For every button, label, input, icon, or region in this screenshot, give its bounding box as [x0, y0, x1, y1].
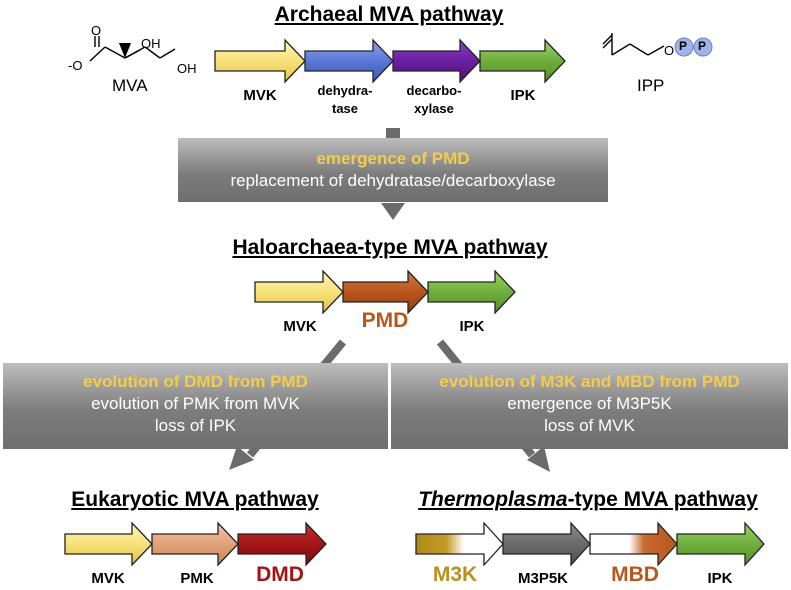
pmd-arrow — [342, 269, 429, 315]
thermo-title-italic: Thermoplasma — [418, 488, 568, 511]
box-left-line3: loss of IPK — [154, 416, 237, 435]
halo-gene-arrows — [254, 269, 516, 315]
ipk-arrow — [427, 269, 516, 315]
gene-label-decarboxylase-1: decarbo- — [406, 83, 462, 98]
euk-label-dmd: DMD — [256, 563, 304, 586]
mvk-arrow — [64, 521, 153, 567]
p2-label: P — [698, 39, 707, 53]
event-box-pmd: emergence of PMD replacement of dehydrat… — [178, 138, 608, 202]
o-ipp-label: O — [664, 43, 675, 58]
ipk-arrow — [479, 38, 566, 84]
euk-gene-arrows — [64, 521, 327, 567]
oh-label-1: OH — [141, 36, 161, 51]
gene-label-ipk: IPK — [510, 87, 536, 104]
halo-title: Haloarchaea-type MVA pathway — [232, 236, 548, 259]
gene-label-dehydratase-2: tase — [331, 101, 359, 116]
box1-line2: replacement of dehydratase/decarboxylase — [230, 171, 556, 190]
p1-label: P — [679, 39, 688, 53]
m3p5k-arrow — [502, 521, 591, 567]
mbd-arrow — [589, 521, 678, 567]
ipp-label: IPP — [637, 76, 665, 95]
thermo-label-m3k: M3K — [432, 563, 478, 586]
mva-structure — [89, 36, 176, 62]
dehydratase-arrow — [304, 38, 394, 84]
gene-label-dehydratase-1: dehydra- — [317, 83, 373, 98]
o-atom-label: O — [91, 23, 102, 38]
decarboxylase-arrow — [392, 38, 481, 84]
thermo-title-rest: -type MVA pathway — [567, 488, 758, 511]
pmk-arrow — [151, 521, 239, 567]
ipk-arrow — [676, 521, 765, 567]
phosphate-circles — [674, 37, 713, 57]
archaeal-gene-arrows — [214, 38, 566, 84]
thermo-label-ipk: IPK — [707, 570, 733, 587]
euk-label-pmk: PMK — [180, 570, 214, 587]
event-box-eukaryotic: evolution of DMD from PMD evolution of P… — [3, 363, 388, 449]
o-minus-label: -O — [68, 58, 83, 73]
halo-label-pmd: PMD — [361, 309, 409, 332]
thermo-label-m3p5k: M3P5K — [517, 570, 569, 587]
m3k-arrow — [415, 521, 504, 567]
box1-highlight: emergence of PMD — [316, 149, 470, 168]
oh-label-2: OH — [177, 61, 197, 76]
mva-label: MVA — [112, 76, 148, 95]
mvk-arrow — [254, 269, 344, 315]
halo-label-ipk: IPK — [459, 318, 485, 335]
ipp-structure — [602, 33, 665, 56]
box-right-highlight: evolution of M3K and MBD from PMD — [439, 372, 740, 391]
mvk-arrow — [214, 38, 306, 84]
euk-label-mvk: MVK — [91, 570, 125, 587]
archaeal-title: Archaeal MVA pathway — [274, 3, 504, 26]
box-left-line2: evolution of PMK from MVK — [91, 394, 300, 413]
thermo-gene-arrows — [415, 521, 765, 567]
euk-title: Eukaryotic MVA pathway — [71, 488, 319, 511]
box-right-line3: loss of MVK — [544, 416, 635, 435]
gene-label-mvk: MVK — [243, 87, 277, 104]
gene-label-decarboxylase-2: xylase — [414, 101, 454, 116]
thermo-title: Thermoplasma-type MVA pathway — [398, 488, 778, 512]
thermo-label-mbd: MBD — [611, 563, 659, 586]
box-right-line2: emergence of M3P5K — [507, 394, 672, 413]
dmd-arrow — [237, 521, 327, 567]
box-left-highlight: evolution of DMD from PMD — [83, 372, 308, 391]
halo-label-mvk: MVK — [283, 318, 317, 335]
event-box-thermoplasma: evolution of M3K and MBD from PMD emerge… — [391, 363, 788, 449]
